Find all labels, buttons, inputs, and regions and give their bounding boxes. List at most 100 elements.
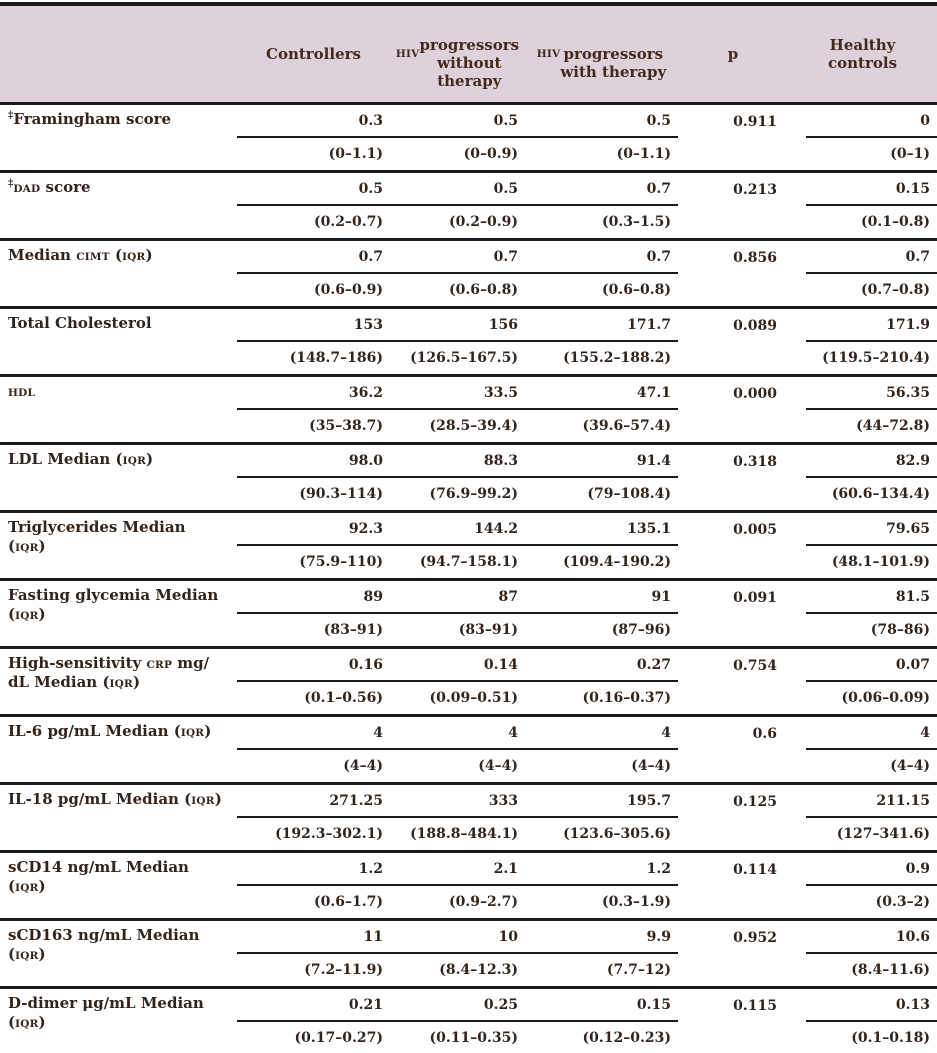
iqr-value: (0.6–0.9) [314,282,383,298]
column-header-parameter [0,6,237,102]
p-value: 0.911 [733,113,777,130]
p-value: 0.089 [733,317,777,334]
median-value: 0.7 [806,241,937,274]
iqr-value: (0–1.1) [328,146,383,162]
median-value: 4 [237,717,390,750]
row-label: Total Cholesterol [8,314,152,332]
median-value: 0.14 [390,649,525,682]
median-value: 4 [390,717,525,750]
median-value: 0.5 [237,173,390,206]
iqr-value: (0.1–0.56) [304,690,383,706]
p-value: 0.125 [733,793,777,810]
p-value: 0.115 [733,997,777,1014]
small-caps-text: HIV [536,47,561,60]
p-value: 0.754 [733,657,777,674]
median-value: 33.5 [390,377,525,410]
median-value: 11 [237,921,390,954]
table-row: Triglycerides Median (IQR) 92.3 144.2 135.1 7… [0,513,937,581]
small-caps-text: IQR [15,609,39,622]
column-header-healthy-controls: Healthy controls [827,35,898,72]
median-value: 82.9 [806,445,937,478]
median-value: 0 [806,105,937,138]
table-header-row: Controllers HIV progressors without therapy H… [0,2,937,105]
median-value: 271.25 [237,785,390,818]
iqr-value: (119.5–210.4) [822,350,930,366]
column-header-hiv-progressors-without-therapy: HIV progressors without therapy [395,35,520,91]
median-value: 0.16 [237,649,390,682]
median-value: 81.5 [806,581,937,614]
iqr-value: (188.8–484.1) [410,826,518,842]
small-caps-text: DAD [13,183,41,195]
small-caps-text: CRP [146,659,173,671]
small-caps-text: IQR [109,677,133,690]
iqr-value: (0.1–0.18) [851,1030,930,1046]
iqr-value: (0–1.1) [616,146,671,162]
median-value: 0.9 [806,853,937,886]
row-label: LDL Median (IQR) [8,450,154,468]
iqr-value: (0.6–0.8) [602,282,671,298]
row-label: sCD14 ng/mL Median (IQR) [8,858,189,895]
iqr-value: (0–0.9) [463,146,518,162]
row-label: ‡DAD score [8,177,91,196]
median-value: 0.21 [237,989,390,1022]
median-value: 10.6 [806,921,937,954]
table-row: ‡DAD score 0.5 0.5 0.7 0.15 0.213 (0.2–0.7) (0.… [0,173,937,241]
median-value: 98.0 [237,445,390,478]
iqr-value: (8.4–12.3) [439,962,518,978]
table-row: IL-18 pg/mL Median (IQR) 271.25 333 195.7 21… [0,785,937,853]
iqr-value: (0.7–0.8) [861,282,930,298]
median-value: 4 [806,717,937,750]
median-value: 79.65 [806,513,937,546]
iqr-value: (90.3–114) [299,486,383,502]
table-row: LDL Median (IQR) 98.0 88.3 91.4 82.9 0.318 (90… [0,445,937,513]
iqr-value: (78–86) [870,622,930,638]
iqr-value: (35–38.7) [309,418,383,434]
median-value: 4 [525,717,678,750]
iqr-value: (0.06–0.09) [841,690,930,706]
iqr-value: (0.11–0.35) [429,1030,518,1046]
median-value: 135.1 [525,513,678,546]
median-value: 2.1 [390,853,525,886]
footnote-marker: ‡ [8,109,14,121]
p-value: 0.114 [733,861,777,878]
iqr-value: (148.7–186) [289,350,383,366]
iqr-value: (0.6–0.8) [449,282,518,298]
iqr-value: (0.3–1.9) [602,894,671,910]
median-value: 171.7 [525,309,678,342]
iqr-value: (0.1–0.8) [861,214,930,230]
median-value: 0.25 [390,989,525,1022]
iqr-value: (123.6–305.6) [563,826,671,842]
median-value: 0.5 [390,173,525,206]
median-value: 0.5 [390,105,525,138]
iqr-value: (75.9–110) [299,554,383,570]
median-value: 171.9 [806,309,937,342]
iqr-value: (0.12–0.23) [582,1030,671,1046]
median-value: 1.2 [237,853,390,886]
table-row: Total Cholesterol 153 156 171.7 171.9 0.089 (1… [0,309,937,377]
small-caps-text: IQR [15,1017,39,1030]
iqr-value: (4–4) [478,758,518,774]
median-value: 153 [237,309,390,342]
iqr-value: (76.9–99.2) [429,486,518,502]
median-value: 56.35 [806,377,937,410]
iqr-value: (126.5–167.5) [410,350,518,366]
small-caps-text: IQR [122,251,146,263]
iqr-value: (7.2–11.9) [304,962,383,978]
small-caps-text: CIMT [76,251,110,263]
median-value: 88.3 [390,445,525,478]
median-value: 144.2 [390,513,525,546]
median-value: 91.4 [525,445,678,478]
median-value: 1.2 [525,853,678,886]
median-value: 0.13 [806,989,937,1022]
small-caps-text: IQR [15,949,39,962]
iqr-value: (4–4) [890,758,930,774]
table-row: D-dimer μg/mL Median (IQR) 0.21 0.25 0.15 0.1… [0,989,937,1053]
iqr-value: (0.9–2.7) [449,894,518,910]
p-value: 0.005 [733,521,777,538]
iqr-value: (0.6–1.7) [314,894,383,910]
iqr-value: (0.2–0.7) [314,214,383,230]
row-label: Median CIMT (IQR) [8,246,153,264]
median-value: 89 [237,581,390,614]
median-value: 211.15 [806,785,937,818]
